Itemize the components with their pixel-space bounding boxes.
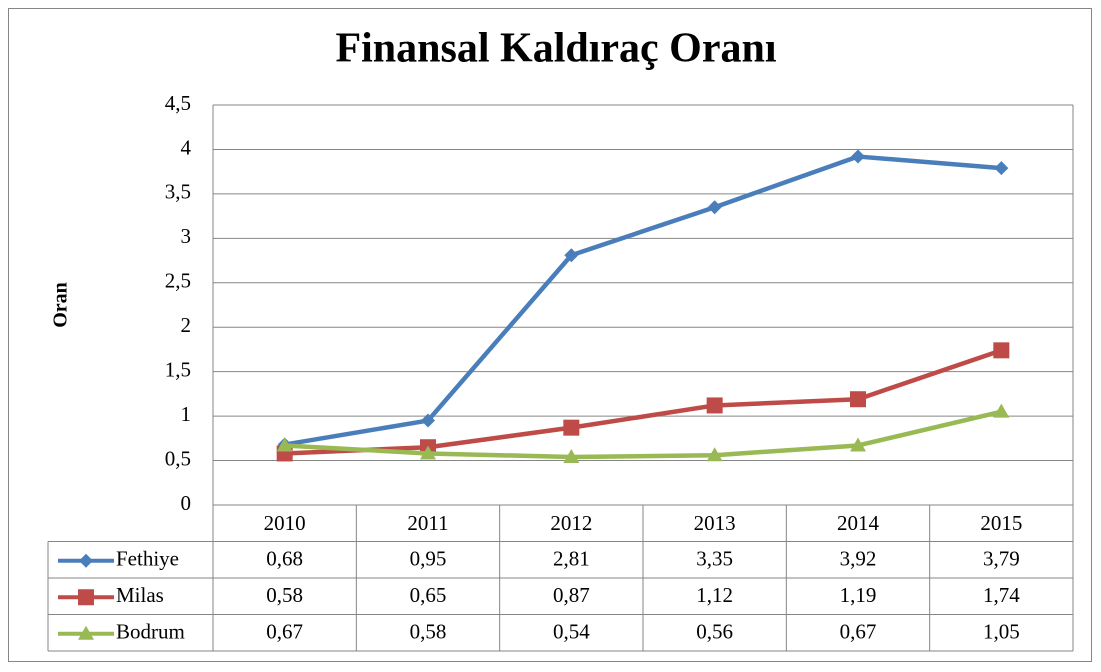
chart-border bbox=[8, 8, 1092, 662]
marker bbox=[850, 391, 866, 408]
legend-label: Fethiye bbox=[116, 547, 179, 571]
series-line bbox=[284, 348, 1003, 456]
table-value: 0,54 bbox=[553, 620, 590, 644]
y-tick-label: 1,5 bbox=[165, 357, 191, 381]
table-value: 1,05 bbox=[983, 620, 1020, 644]
x-tick-label: 2011 bbox=[407, 511, 448, 535]
marker bbox=[420, 445, 436, 460]
y-tick-label: 4,5 bbox=[165, 91, 191, 115]
legend-marker bbox=[78, 625, 94, 640]
marker bbox=[563, 449, 580, 463]
table-value: 3,35 bbox=[696, 547, 733, 571]
y-axis-label: Oran bbox=[50, 282, 72, 328]
marker bbox=[706, 397, 723, 414]
table-value: 2,81 bbox=[553, 547, 590, 571]
y-tick-label: 0,5 bbox=[165, 446, 191, 470]
y-tick-label: 4 bbox=[181, 135, 192, 159]
table-value: 0,68 bbox=[266, 547, 303, 571]
marker bbox=[564, 248, 579, 263]
series-line bbox=[284, 409, 1002, 460]
x-tick-label: 2013 bbox=[694, 511, 736, 535]
y-tick-label: 3 bbox=[181, 224, 192, 248]
legend-label: Bodrum bbox=[116, 620, 185, 644]
table-value: 1,19 bbox=[840, 583, 877, 607]
y-tick-label: 2 bbox=[181, 313, 192, 337]
legend-marker bbox=[79, 553, 93, 568]
x-tick-label: 2015 bbox=[980, 511, 1022, 535]
marker bbox=[994, 161, 1009, 176]
marker bbox=[563, 419, 580, 436]
marker bbox=[706, 447, 723, 462]
x-tick-label: 2012 bbox=[550, 511, 592, 535]
x-tick-label: 2010 bbox=[264, 511, 306, 535]
chart-title: Finansal Kaldıraç Oranı bbox=[335, 26, 776, 72]
marker bbox=[850, 437, 866, 452]
series-line bbox=[284, 154, 1002, 447]
marker bbox=[276, 437, 293, 452]
table-value: 0,58 bbox=[410, 620, 447, 644]
table-value: 0,87 bbox=[553, 583, 590, 607]
table-value: 1,12 bbox=[696, 583, 733, 607]
marker bbox=[993, 403, 1010, 418]
marker bbox=[707, 200, 722, 215]
y-tick-label: 1 bbox=[181, 402, 192, 426]
table-value: 0,67 bbox=[266, 620, 303, 644]
table-value: 0,65 bbox=[410, 583, 447, 607]
table-value: 1,74 bbox=[983, 583, 1020, 607]
table-value: 0,95 bbox=[410, 547, 447, 571]
y-tick-label: 2,5 bbox=[165, 269, 191, 293]
marker bbox=[851, 149, 865, 164]
table-value: 3,79 bbox=[983, 547, 1020, 571]
marker bbox=[993, 342, 1010, 359]
marker bbox=[421, 413, 435, 428]
table-value: 0,56 bbox=[696, 620, 733, 644]
legend-marker bbox=[78, 589, 94, 606]
table-value: 3,92 bbox=[840, 547, 877, 571]
y-tick-label: 3,5 bbox=[165, 180, 191, 204]
legend-label: Milas bbox=[116, 583, 164, 607]
table-value: 0,58 bbox=[266, 583, 303, 607]
y-tick-label: 0 bbox=[181, 491, 192, 515]
table-value: 0,67 bbox=[840, 620, 877, 644]
x-tick-label: 2014 bbox=[837, 511, 880, 535]
